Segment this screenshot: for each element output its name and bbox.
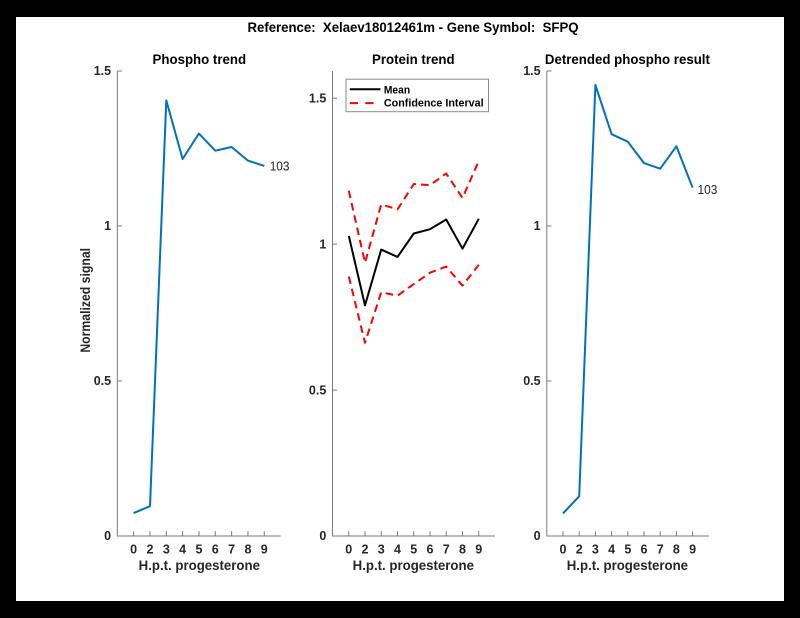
svg-text:7: 7 [443,542,450,556]
svg-text:H.p.t. progesterone: H.p.t. progesterone [139,558,260,573]
svg-text:1: 1 [534,219,541,233]
svg-text:0: 0 [319,529,326,543]
svg-text:8: 8 [244,542,251,556]
svg-text:4: 4 [179,542,186,556]
svg-text:0: 0 [560,542,567,556]
svg-text:1: 1 [104,219,111,233]
svg-text:6: 6 [427,542,434,556]
svg-text:4: 4 [394,542,401,556]
svg-text:103: 103 [698,183,718,197]
svg-text:3: 3 [378,542,385,556]
svg-text:9: 9 [689,542,696,556]
svg-text:Mean: Mean [384,85,410,97]
svg-text:6: 6 [641,542,648,556]
svg-text:7: 7 [657,542,664,556]
svg-text:0: 0 [130,542,137,556]
svg-text:Confidence Interval: Confidence Interval [384,98,484,110]
svg-text:Protein trend: Protein trend [372,52,455,67]
svg-text:9: 9 [475,542,482,556]
svg-text:6: 6 [212,542,219,556]
svg-text:2: 2 [362,542,369,556]
svg-text:5: 5 [410,542,417,556]
svg-text:5: 5 [624,542,631,556]
svg-text:0: 0 [345,542,352,556]
svg-text:103: 103 [270,159,290,173]
svg-text:H.p.t. progesterone: H.p.t. progesterone [353,558,474,573]
svg-text:Reference: Xelaev18012461m -: Reference: Xelaev18012461m - Gene Symbol… [248,20,579,35]
svg-text:3: 3 [592,542,599,556]
svg-text:1: 1 [319,237,326,251]
svg-text:3: 3 [163,542,170,556]
svg-text:7: 7 [228,542,235,556]
svg-text:2: 2 [146,542,153,556]
svg-text:1.5: 1.5 [94,64,111,78]
svg-text:0: 0 [104,529,111,543]
svg-text:Normalized signal: Normalized signal [78,248,93,353]
svg-text:H.p.t. progesterone: H.p.t. progesterone [567,558,688,573]
svg-text:0.5: 0.5 [309,383,326,397]
svg-text:8: 8 [459,542,466,556]
svg-text:1.5: 1.5 [523,64,540,78]
svg-text:1.5: 1.5 [309,91,326,105]
svg-text:2: 2 [576,542,583,556]
svg-text:8: 8 [673,542,680,556]
svg-text:5: 5 [195,542,202,556]
svg-text:0.5: 0.5 [94,374,111,388]
svg-text:0: 0 [534,529,541,543]
svg-text:4: 4 [608,542,615,556]
svg-text:9: 9 [261,542,268,556]
svg-text:Phospho trend: Phospho trend [153,52,247,67]
svg-text:Detrended phospho result: Detrended phospho result [545,52,711,67]
svg-text:0.5: 0.5 [523,374,540,388]
